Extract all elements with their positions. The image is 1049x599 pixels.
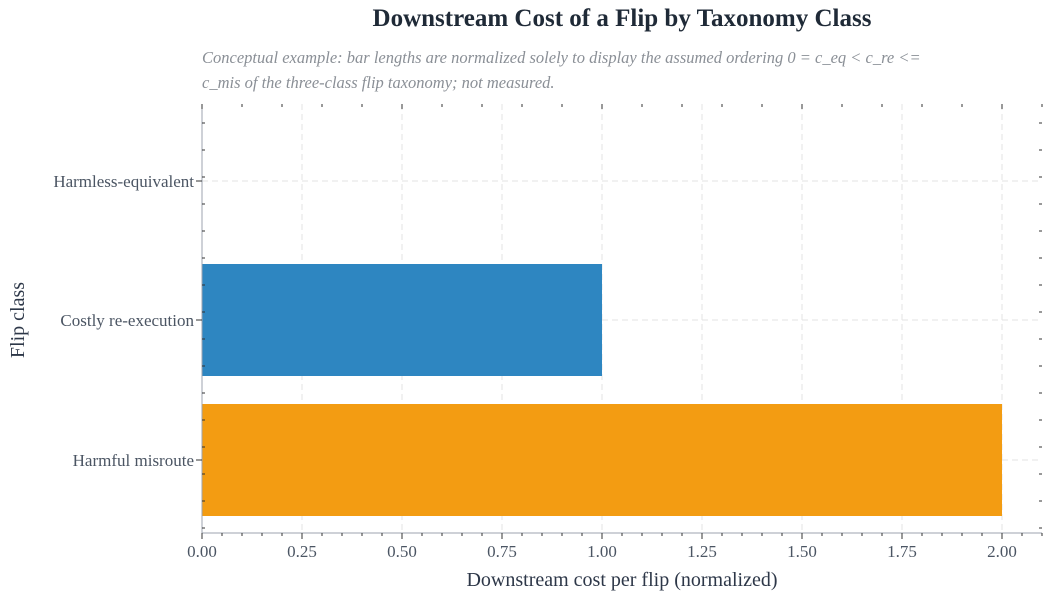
y-tick-label-0: Harmless-equivalent bbox=[53, 172, 194, 191]
y-axis-label: Flip class bbox=[7, 282, 29, 358]
x-tick-label-5: 1.25 bbox=[687, 542, 717, 561]
bar-costly-re-execution bbox=[202, 264, 602, 376]
x-tick-label-7: 1.75 bbox=[887, 542, 917, 561]
axes bbox=[196, 104, 1043, 539]
y-tick-label-2: Harmful misroute bbox=[73, 451, 194, 470]
chart-subtitle-line-1: Conceptual example: bar lengths are norm… bbox=[202, 48, 921, 67]
x-tick-label-2: 0.50 bbox=[387, 542, 417, 561]
x-tick-label-0: 0.00 bbox=[187, 542, 217, 561]
bar-harmful-misroute bbox=[202, 404, 1002, 516]
x-tick-label-3: 0.75 bbox=[487, 542, 517, 561]
chart-subtitle-line-2: c_mis of the three-class flip taxonomy; … bbox=[202, 73, 555, 92]
y-tick-label-1: Costly re-execution bbox=[60, 311, 194, 330]
tick-labels: 0.00 0.25 0.50 0.75 1.00 1.25 1.50 1.75 2.00 Harm… bbox=[53, 172, 1017, 561]
x-tick-label-4: 1.00 bbox=[587, 542, 617, 561]
chart-title: Downstream Cost of a Flip by Taxonomy Cl… bbox=[373, 5, 872, 32]
bars bbox=[202, 264, 1002, 516]
x-tick-label-1: 0.25 bbox=[287, 542, 317, 561]
x-axis-label: Downstream cost per flip (normalized) bbox=[466, 569, 777, 591]
x-tick-label-8: 2.00 bbox=[987, 542, 1017, 561]
x-tick-label-6: 1.50 bbox=[787, 542, 817, 561]
